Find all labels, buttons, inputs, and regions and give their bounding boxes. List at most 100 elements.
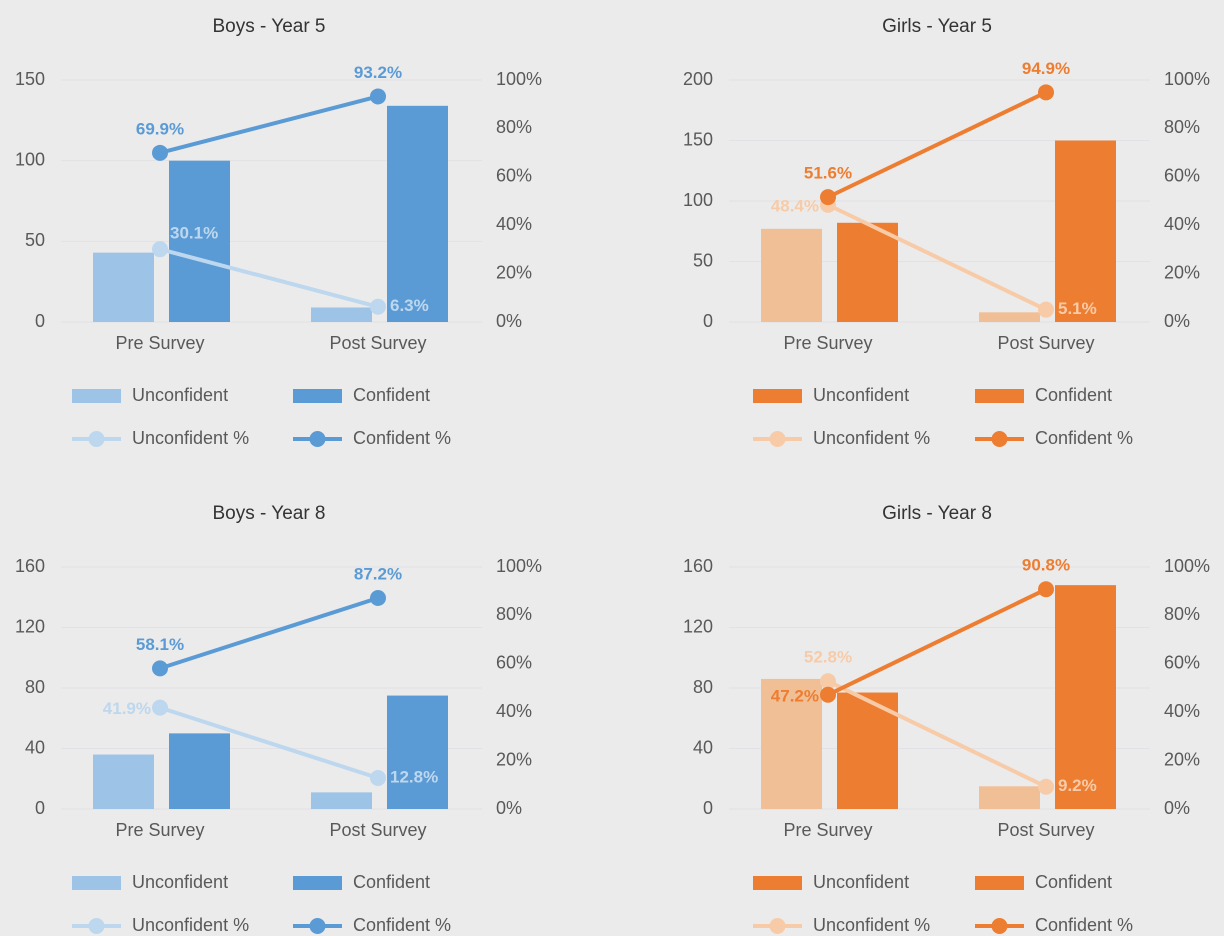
bar xyxy=(311,792,372,809)
data-label: 52.8% xyxy=(804,648,852,667)
line-marker xyxy=(152,241,168,258)
data-label: 58.1% xyxy=(136,635,184,654)
legend-label: Unconfident % xyxy=(132,915,249,935)
legend-label: Unconfident xyxy=(132,385,228,405)
y2-tick-label: 40% xyxy=(496,214,532,234)
legend-label: Unconfident xyxy=(813,872,909,892)
chart: Boys - Year 5 0 50 100 150 0% 20% 40% 60% 80% 100%… xyxy=(15,16,542,448)
data-label: 47.2% xyxy=(771,686,819,705)
legend-swatch xyxy=(753,876,802,890)
data-label: 90.8% xyxy=(1022,556,1070,575)
data-label: 5.1% xyxy=(1058,299,1097,318)
x-tick-label: Pre Survey xyxy=(783,820,872,840)
y2-tick-label: 0% xyxy=(1164,798,1190,818)
x-tick-label: Pre Survey xyxy=(115,820,204,840)
line-marker xyxy=(1038,778,1054,795)
y2-tick-label: 0% xyxy=(1164,311,1190,331)
bar xyxy=(1055,585,1116,809)
line-marker xyxy=(1038,301,1054,318)
bar xyxy=(837,222,898,322)
legend-label: Confident xyxy=(353,385,430,405)
y2-tick-label: 20% xyxy=(1164,749,1200,769)
line-marker xyxy=(152,699,168,716)
legend-swatch xyxy=(975,876,1024,890)
bar xyxy=(761,228,822,322)
line-marker xyxy=(152,660,168,677)
y2-tick-label: 100% xyxy=(1164,69,1210,89)
legend-label: Confident xyxy=(1035,385,1112,405)
y2-tick-label: 40% xyxy=(1164,214,1200,234)
y-tick-label: 0 xyxy=(703,311,713,331)
data-label: 41.9% xyxy=(103,699,151,718)
y-tick-label: 150 xyxy=(15,69,45,89)
data-label: 6.3% xyxy=(390,296,429,315)
line-marker xyxy=(370,589,386,606)
y-tick-label: 100 xyxy=(683,190,713,210)
legend-marker xyxy=(88,918,105,934)
data-label: 30.1% xyxy=(170,224,218,243)
line xyxy=(827,587,1047,697)
y2-tick-label: 100% xyxy=(1164,556,1210,576)
legend-label: Unconfident xyxy=(132,872,228,892)
legend-label: Confident % xyxy=(353,915,451,935)
y2-tick-label: 20% xyxy=(496,749,532,769)
y-tick-label: 160 xyxy=(15,556,45,576)
y-tick-label: 120 xyxy=(15,616,45,636)
legend-swatch xyxy=(293,876,342,890)
y-tick-label: 80 xyxy=(693,677,713,697)
legend-swatch xyxy=(753,389,802,403)
legend-label: Confident xyxy=(353,872,430,892)
y-tick-label: 0 xyxy=(35,311,45,331)
y-tick-label: 0 xyxy=(703,798,713,818)
line-marker xyxy=(820,686,836,703)
legend-swatch xyxy=(72,876,121,890)
x-tick-label: Post Survey xyxy=(997,820,1094,840)
y2-tick-label: 60% xyxy=(1164,653,1200,673)
bar xyxy=(387,105,448,323)
legend-label: Unconfident xyxy=(813,385,909,405)
legend-label: Unconfident % xyxy=(813,428,930,448)
x-tick-label: Post Survey xyxy=(997,333,1094,353)
legend-marker xyxy=(769,431,786,447)
y-tick-label: 0 xyxy=(35,798,45,818)
y-tick-label: 80 xyxy=(25,677,45,697)
bar xyxy=(387,695,448,809)
bar xyxy=(169,160,230,322)
legend-swatch xyxy=(293,389,342,403)
line-marker xyxy=(370,770,386,787)
x-tick-label: Pre Survey xyxy=(115,333,204,353)
chart-title: Boys - Year 8 xyxy=(212,503,325,524)
line xyxy=(827,203,1047,312)
bar xyxy=(169,733,230,809)
y2-tick-label: 40% xyxy=(1164,701,1200,721)
x-tick-label: Post Survey xyxy=(329,820,426,840)
data-label: 48.4% xyxy=(771,196,819,215)
line-marker xyxy=(1038,581,1054,598)
line xyxy=(159,94,379,155)
legend-label: Confident xyxy=(1035,872,1112,892)
legend-swatch xyxy=(72,389,121,403)
data-label: 93.2% xyxy=(354,63,402,82)
chart-title: Boys - Year 5 xyxy=(212,16,325,37)
y-tick-label: 150 xyxy=(683,129,713,149)
legend-marker xyxy=(769,918,786,934)
data-label: 12.8% xyxy=(390,768,438,787)
line xyxy=(159,247,379,309)
line-marker xyxy=(820,189,836,206)
y-tick-label: 40 xyxy=(693,737,713,757)
bar xyxy=(979,312,1040,322)
line xyxy=(827,90,1047,199)
line xyxy=(827,679,1047,789)
y-tick-label: 50 xyxy=(25,230,45,250)
y-tick-label: 120 xyxy=(683,616,713,636)
data-label: 94.9% xyxy=(1022,59,1070,78)
data-label: 87.2% xyxy=(354,564,402,583)
y2-tick-label: 100% xyxy=(496,556,542,576)
line xyxy=(159,596,379,671)
bar xyxy=(979,786,1040,809)
legend-marker xyxy=(991,918,1008,934)
y-tick-label: 160 xyxy=(683,556,713,576)
y2-tick-label: 40% xyxy=(496,701,532,721)
bar xyxy=(93,754,154,809)
